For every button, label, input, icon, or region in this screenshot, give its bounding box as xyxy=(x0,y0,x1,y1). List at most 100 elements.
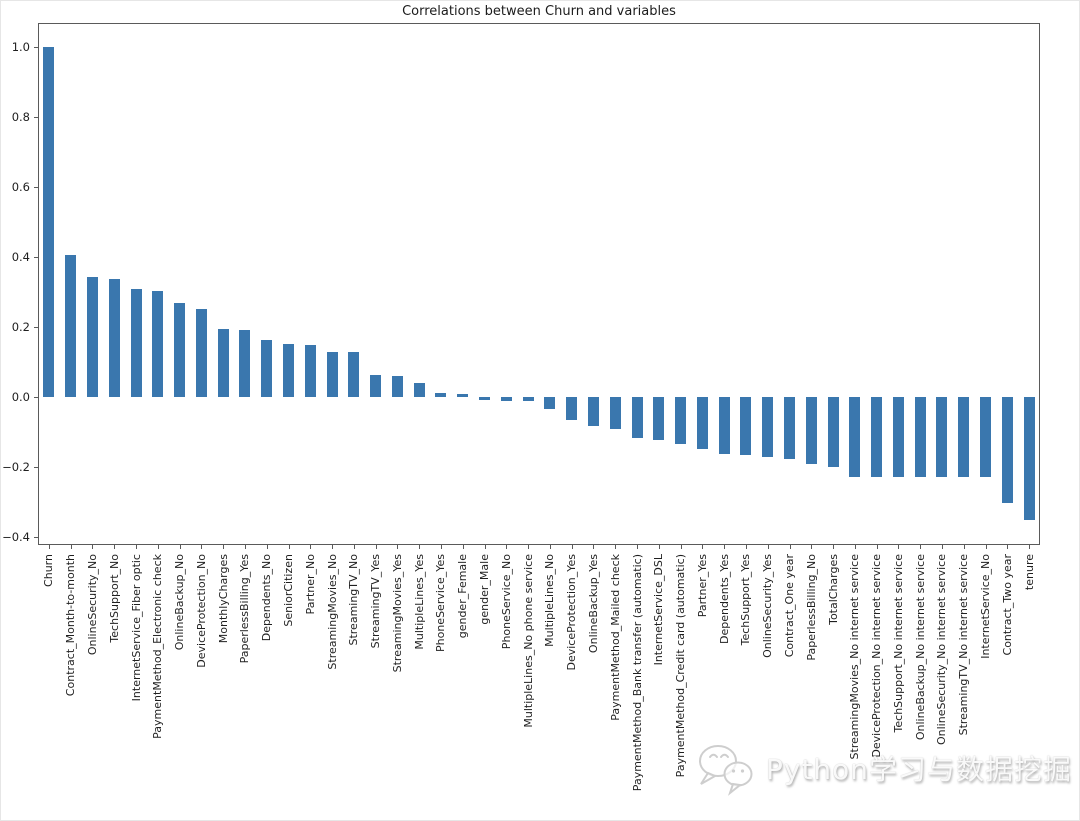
bar-StreamingMovies_No internet service xyxy=(849,397,861,477)
x-tick-mark xyxy=(1029,545,1031,549)
x-tick-mark xyxy=(593,545,595,549)
x-tick-label: StreamingTV_No internet service xyxy=(957,554,971,736)
x-tick-mark xyxy=(244,545,246,549)
bar-TechSupport_Yes xyxy=(740,397,752,455)
x-tick-mark xyxy=(397,545,399,549)
x-tick-label: PaymentMethod_Electronic check xyxy=(151,554,165,739)
y-tick-label: 0.8 xyxy=(11,110,30,125)
x-tick-mark xyxy=(833,545,835,549)
x-tick-label: tenure xyxy=(1022,554,1036,591)
x-tick-label: TechSupport_No internet service xyxy=(891,554,905,733)
x-tick-mark xyxy=(615,545,617,549)
bar-Churn xyxy=(43,47,55,397)
x-tick-label: DeviceProtection_No xyxy=(194,554,208,668)
x-tick-mark xyxy=(1007,545,1009,549)
bar-PaperlessBilling_Yes xyxy=(239,329,251,397)
x-tick-mark xyxy=(506,545,508,549)
y-tick-mark xyxy=(34,117,38,119)
bar-Dependents_Yes xyxy=(718,397,730,455)
x-tick-mark xyxy=(811,545,813,549)
x-tick-mark xyxy=(528,545,530,549)
x-tick-label: MonthlyCharges xyxy=(216,554,230,644)
x-tick-label: InternetService_DSL xyxy=(652,554,666,666)
x-tick-label: InternetService_No xyxy=(979,554,993,659)
x-tick-label: Partner_Yes xyxy=(695,554,709,618)
x-tick-label: OnlineBackup_Yes xyxy=(586,554,600,654)
x-tick-label: StreamingMovies_No internet service xyxy=(848,554,862,760)
bar-Partner_Yes xyxy=(696,397,708,450)
bar-TotalCharges xyxy=(827,397,839,467)
x-tick-label: TechSupport_No xyxy=(107,554,121,643)
y-tick-mark xyxy=(34,327,38,329)
bar-StreamingTV_Yes xyxy=(370,374,382,397)
x-tick-mark xyxy=(767,545,769,549)
bar-gender_Male xyxy=(479,397,491,401)
x-tick-label: PhoneService_Yes xyxy=(434,554,448,652)
x-tick-mark xyxy=(920,545,922,549)
y-tick-label: 0.0 xyxy=(11,390,30,404)
x-tick-label: StreamingMovies_No xyxy=(325,554,339,670)
x-tick-mark xyxy=(876,545,878,549)
x-tick-mark xyxy=(680,545,682,549)
x-tick-label: OnlineSecurity_Yes xyxy=(761,554,775,658)
y-tick-label: −0.2 xyxy=(2,459,30,474)
x-tick-mark xyxy=(48,545,50,549)
bar-Contract_One year xyxy=(784,397,795,460)
x-tick-label: Dependents_No xyxy=(260,554,274,642)
x-tick-mark xyxy=(353,545,355,549)
x-tick-mark xyxy=(745,545,747,549)
x-tick-mark xyxy=(724,545,726,549)
x-tick-label: PaymentMethod_Credit card (automatic) xyxy=(674,554,688,778)
x-tick-mark xyxy=(310,545,312,549)
x-tick-label: OnlineSecurity_No xyxy=(85,554,99,656)
x-tick-mark xyxy=(898,545,900,549)
y-tick-label: −0.4 xyxy=(2,529,30,544)
bar-PaymentMethod_Electronic check xyxy=(152,291,164,397)
x-tick-mark xyxy=(157,545,159,549)
bar-PaperlessBilling_No xyxy=(805,397,817,465)
bar-StreamingTV_No xyxy=(348,352,360,397)
y-tick-mark xyxy=(34,466,38,468)
y-tick-mark xyxy=(34,257,38,259)
chart-title: Correlations between Churn and variables xyxy=(402,4,676,19)
x-tick-mark xyxy=(223,545,225,549)
plot-area xyxy=(38,23,1040,545)
bar-Contract_Two year xyxy=(1001,397,1013,503)
x-tick-mark xyxy=(484,545,486,549)
bar-MultipleLines_No phone service xyxy=(522,397,534,402)
bar-OnlineSecurity_No internet service xyxy=(936,397,948,477)
bar-InternetService_DSL xyxy=(653,397,665,441)
bar-gender_Female xyxy=(457,393,469,397)
x-tick-label: TechSupport_Yes xyxy=(739,554,753,646)
bar-MultipleLines_Yes xyxy=(413,383,425,397)
x-tick-label: gender_Male xyxy=(478,554,492,625)
bar-OnlineSecurity_No xyxy=(86,277,98,397)
bar-InternetService_No xyxy=(980,397,992,477)
x-tick-label: InternetService_Fiber optic xyxy=(129,554,143,702)
bar-TechSupport_No xyxy=(108,279,120,397)
x-tick-label: StreamingMovies_Yes xyxy=(390,554,404,673)
x-tick-mark xyxy=(288,545,290,549)
x-tick-label: Churn xyxy=(42,554,56,587)
bar-OnlineBackup_No internet service xyxy=(914,397,926,477)
bar-PaymentMethod_Credit card (automatic) xyxy=(675,397,687,444)
x-tick-mark xyxy=(789,545,791,549)
x-tick-mark xyxy=(201,545,203,549)
x-tick-label: PaymentMethod_Mailed check xyxy=(608,554,622,721)
x-tick-mark xyxy=(114,545,116,549)
bar-PaymentMethod_Mailed check xyxy=(609,397,621,429)
x-tick-mark xyxy=(985,545,987,549)
x-tick-mark xyxy=(941,545,943,549)
x-tick-label: Contract_One year xyxy=(783,554,796,658)
bar-OnlineBackup_Yes xyxy=(587,397,599,426)
bar-Partner_No xyxy=(304,344,316,397)
y-tick-label: 0.2 xyxy=(11,320,30,335)
bar-StreamingMovies_Yes xyxy=(391,375,403,397)
y-tick-label: 0.4 xyxy=(11,250,30,265)
x-tick-mark xyxy=(266,545,268,549)
x-tick-mark xyxy=(637,545,639,549)
y-tick-mark xyxy=(34,536,38,538)
x-tick-label: PaperlessBilling_Yes xyxy=(238,554,252,664)
x-tick-mark xyxy=(963,545,965,549)
